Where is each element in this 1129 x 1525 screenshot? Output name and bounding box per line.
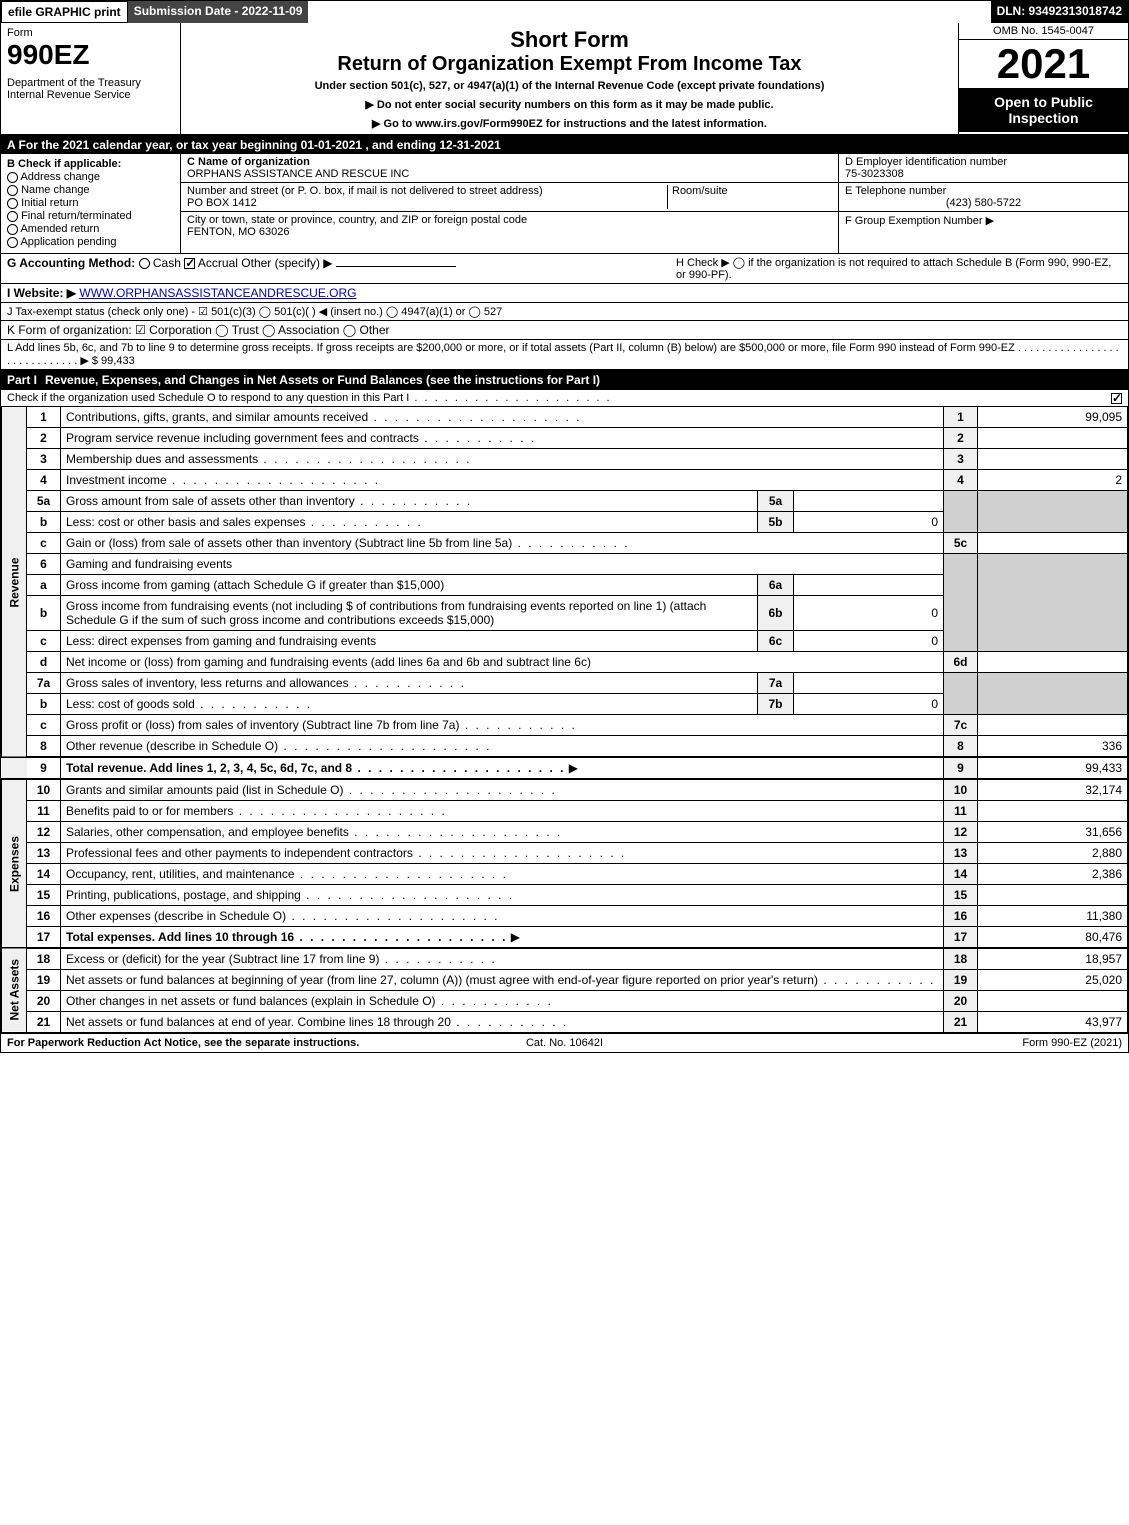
line-7a-value — [794, 673, 944, 694]
department: Department of the Treasury Internal Reve… — [7, 77, 174, 101]
open-to-public: Open to Public Inspection — [959, 88, 1128, 132]
check-amended-return[interactable]: Amended return — [7, 223, 174, 235]
line-h: H Check ▶ ◯ if the organization is not r… — [676, 256, 1122, 281]
city-label: City or town, state or province, country… — [187, 214, 527, 226]
group-exempt-label: F Group Exemption Number ▶ — [845, 215, 994, 227]
line-16-value: 11,380 — [978, 906, 1128, 927]
org-name: ORPHANS ASSISTANCE AND RESCUE INC — [187, 168, 409, 180]
line-a: A For the 2021 calendar year, or tax yea… — [1, 136, 1128, 154]
part-1-sub: Check if the organization used Schedule … — [1, 390, 1128, 406]
form-header: Form 990EZ Department of the Treasury In… — [1, 23, 1128, 136]
tel: (423) 580-5722 — [845, 197, 1122, 209]
box-d-e-f: D Employer identification number 75-3023… — [838, 154, 1128, 253]
short-form-title: Short Form — [187, 27, 952, 53]
line-11-value — [978, 801, 1128, 822]
line-17-value: 80,476 — [978, 927, 1128, 949]
check-name-change[interactable]: Name change — [7, 184, 174, 196]
box-b: B Check if applicable: Address change Na… — [1, 154, 181, 253]
line-19-value: 25,020 — [978, 970, 1128, 991]
form-id: Form 990-EZ (2021) — [750, 1037, 1122, 1049]
ein-label: D Employer identification number — [845, 156, 1007, 168]
paperwork-notice: For Paperwork Reduction Act Notice, see … — [7, 1037, 379, 1049]
addr: PO BOX 1412 — [187, 197, 257, 209]
line-5b-value: 0 — [794, 512, 944, 533]
check-address-change[interactable]: Address change — [7, 171, 174, 183]
line-i: I Website: ▶ WWW.ORPHANSASSISTANCEANDRES… — [1, 284, 1128, 303]
addr-label: Number and street (or P. O. box, if mail… — [187, 185, 543, 197]
check-accrual[interactable] — [184, 258, 195, 269]
form-number: 990EZ — [7, 39, 174, 71]
line-5c-value — [978, 533, 1128, 554]
website-link[interactable]: WWW.ORPHANSASSISTANCEANDRESCUE.ORG — [79, 286, 356, 300]
form-label: Form — [7, 27, 174, 39]
box-b-to-f: B Check if applicable: Address change Na… — [1, 154, 1128, 254]
submission-date: Submission Date - 2022-11-09 — [128, 1, 309, 23]
line-14-value: 2,386 — [978, 864, 1128, 885]
part-1-header: Part I Revenue, Expenses, and Changes in… — [1, 370, 1128, 390]
line-l: L Add lines 5b, 6c, and 7b to line 9 to … — [1, 340, 1128, 370]
org-name-label: C Name of organization — [187, 156, 310, 168]
line-20-value — [978, 991, 1128, 1012]
line-10-value: 32,174 — [978, 779, 1128, 801]
footer: For Paperwork Reduction Act Notice, see … — [1, 1033, 1128, 1052]
city: FENTON, MO 63026 — [187, 226, 290, 238]
line-7b-value: 0 — [794, 694, 944, 715]
under-section: Under section 501(c), 527, or 4947(a)(1)… — [187, 80, 952, 92]
line-7c-value — [978, 715, 1128, 736]
line-5a-value — [794, 491, 944, 512]
line-8-value: 336 — [978, 736, 1128, 758]
line-6d-value — [978, 652, 1128, 673]
line-g-h: G Accounting Method: Cash Accrual Other … — [1, 254, 1128, 284]
line-21-value: 43,977 — [978, 1012, 1128, 1033]
box-c: C Name of organization ORPHANS ASSISTANC… — [181, 154, 838, 253]
goto-note: ▶ Go to www.irs.gov/Form990EZ for instru… — [187, 117, 952, 130]
line-j: J Tax-exempt status (check only one) - ☑… — [1, 303, 1128, 321]
part-1-table: Revenue 1 Contributions, gifts, grants, … — [1, 406, 1128, 1033]
ssn-note: ▶ Do not enter social security numbers o… — [187, 98, 952, 111]
check-application-pending[interactable]: Application pending — [7, 236, 174, 248]
line-2-value — [978, 428, 1128, 449]
line-9-value: 99,433 — [978, 757, 1128, 779]
net-assets-label: Net Assets — [2, 948, 27, 1033]
efile-print[interactable]: efile GRAPHIC print — [1, 1, 128, 23]
line-6b-value: 0 — [794, 596, 944, 631]
line-18-value: 18,957 — [978, 948, 1128, 970]
revenue-label: Revenue — [2, 407, 27, 758]
line-6a-value — [794, 575, 944, 596]
line-k: K Form of organization: ☑ Corporation ◯ … — [1, 321, 1128, 340]
check-final-return[interactable]: Final return/terminated — [7, 210, 174, 222]
line-3-value — [978, 449, 1128, 470]
tax-year: 2021 — [959, 40, 1128, 88]
line-6c-value: 0 — [794, 631, 944, 652]
form-title: Return of Organization Exempt From Incom… — [187, 53, 952, 76]
room-label: Room/suite — [672, 185, 728, 197]
check-schedule-o[interactable] — [1111, 393, 1122, 404]
omb-number: OMB No. 1545-0047 — [959, 23, 1128, 40]
dln: DLN: 93492313018742 — [991, 1, 1128, 23]
check-initial-return[interactable]: Initial return — [7, 197, 174, 209]
radio-cash[interactable] — [139, 258, 150, 269]
top-bar: efile GRAPHIC print Submission Date - 20… — [1, 1, 1128, 23]
ein: 75-3023308 — [845, 168, 904, 180]
line-12-value: 31,656 — [978, 822, 1128, 843]
tel-label: E Telephone number — [845, 185, 946, 197]
line-1-value: 99,095 — [978, 407, 1128, 428]
cat-no: Cat. No. 10642I — [379, 1037, 751, 1049]
expenses-label: Expenses — [2, 779, 27, 948]
line-13-value: 2,880 — [978, 843, 1128, 864]
line-15-value — [978, 885, 1128, 906]
box-b-header: B Check if applicable: — [7, 158, 174, 170]
line-4-value: 2 — [978, 470, 1128, 491]
